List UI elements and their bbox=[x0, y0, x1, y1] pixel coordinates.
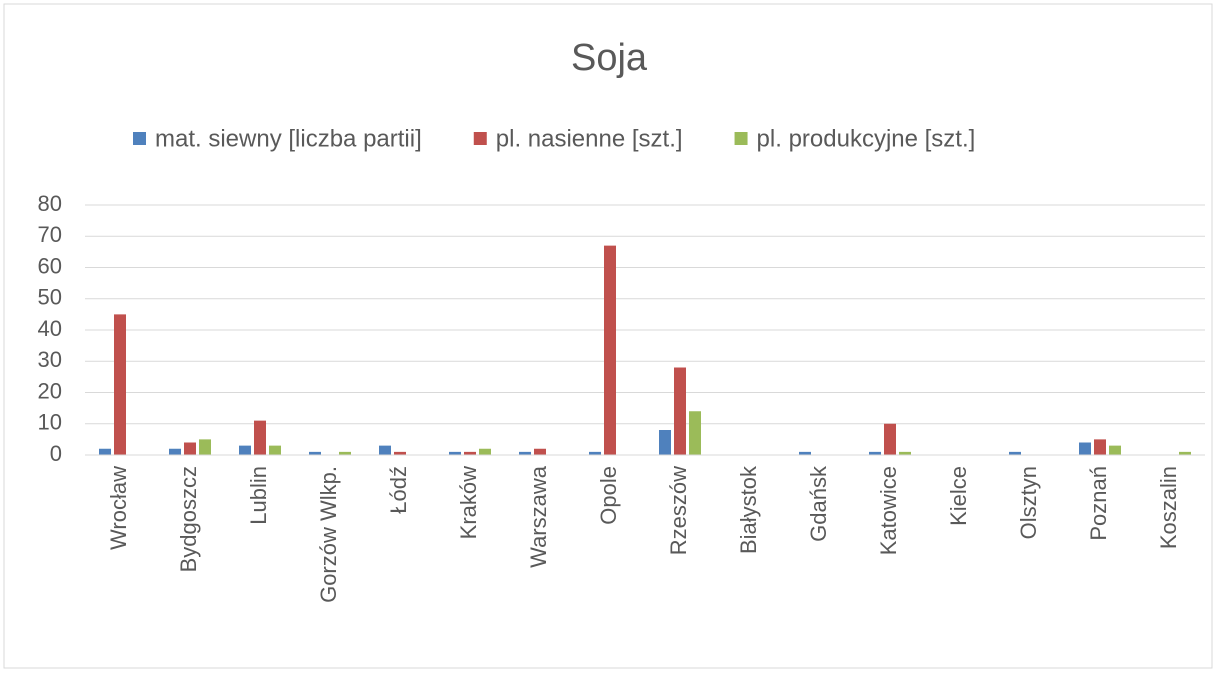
x-tick-label: Katowice bbox=[876, 466, 901, 555]
x-tick-label: Olsztyn bbox=[1016, 466, 1041, 539]
x-tick-label: Gorzów Wlkp. bbox=[316, 466, 341, 603]
bar bbox=[379, 445, 391, 455]
bar bbox=[799, 451, 811, 455]
legend-label: mat. siewny [liczba partii] bbox=[155, 125, 422, 152]
y-tick-label: 80 bbox=[38, 191, 62, 216]
bar bbox=[1079, 442, 1091, 455]
x-tick-label: Kraków bbox=[456, 466, 481, 539]
bar bbox=[1009, 451, 1021, 455]
x-tick-label: Bydgoszcz bbox=[176, 466, 201, 572]
y-tick-label: 30 bbox=[38, 347, 62, 372]
bar bbox=[339, 451, 351, 455]
bar bbox=[1179, 451, 1191, 455]
bar bbox=[99, 448, 111, 455]
y-tick-label: 20 bbox=[38, 378, 62, 403]
bar bbox=[184, 442, 196, 455]
y-tick-label: 60 bbox=[38, 253, 62, 278]
chart-title: Soja bbox=[571, 37, 648, 79]
legend-swatch bbox=[133, 132, 146, 145]
bar bbox=[169, 448, 181, 455]
bar bbox=[114, 314, 126, 455]
legend-label: pl. produkcyjne [szt.] bbox=[757, 125, 976, 152]
bar bbox=[519, 451, 531, 455]
bar bbox=[269, 445, 281, 455]
x-tick-label: Rzeszów bbox=[666, 466, 691, 555]
bar bbox=[239, 445, 251, 455]
bar bbox=[869, 451, 881, 455]
bar bbox=[479, 448, 491, 455]
x-tick-label: Białystok bbox=[736, 465, 761, 554]
y-tick-label: 70 bbox=[38, 222, 62, 247]
x-tick-label: Lublin bbox=[246, 466, 271, 525]
legend-label: pl. nasienne [szt.] bbox=[496, 125, 683, 152]
bar bbox=[884, 423, 896, 455]
legend-swatch bbox=[734, 132, 748, 145]
x-tick-label: Łódź bbox=[386, 466, 411, 514]
bar bbox=[449, 451, 461, 455]
bar bbox=[534, 448, 546, 455]
bar bbox=[199, 439, 211, 455]
x-tick-label: Wrocław bbox=[106, 466, 131, 550]
x-tick-label: Koszalin bbox=[1156, 466, 1181, 549]
x-tick-label: Opole bbox=[596, 466, 621, 525]
y-tick-label: 50 bbox=[38, 285, 62, 310]
y-tick-label: 40 bbox=[38, 316, 62, 341]
bar bbox=[464, 451, 476, 455]
bar bbox=[254, 420, 266, 455]
bar bbox=[1094, 439, 1106, 455]
legend-swatch bbox=[473, 132, 487, 145]
bar bbox=[589, 451, 601, 455]
bar bbox=[674, 367, 686, 455]
x-tick-label: Warszawa bbox=[526, 465, 551, 568]
x-tick-label: Gdańsk bbox=[806, 465, 831, 542]
x-tick-label: Kielce bbox=[946, 466, 971, 526]
bar bbox=[1109, 445, 1121, 455]
bar bbox=[899, 451, 911, 455]
x-tick-label: Poznań bbox=[1086, 466, 1111, 541]
bar bbox=[659, 430, 671, 455]
bar bbox=[604, 245, 616, 455]
y-tick-label: 0 bbox=[50, 441, 62, 466]
y-tick-label: 10 bbox=[38, 410, 62, 435]
bar bbox=[394, 451, 406, 455]
bar bbox=[689, 411, 701, 455]
bar bbox=[309, 451, 321, 455]
